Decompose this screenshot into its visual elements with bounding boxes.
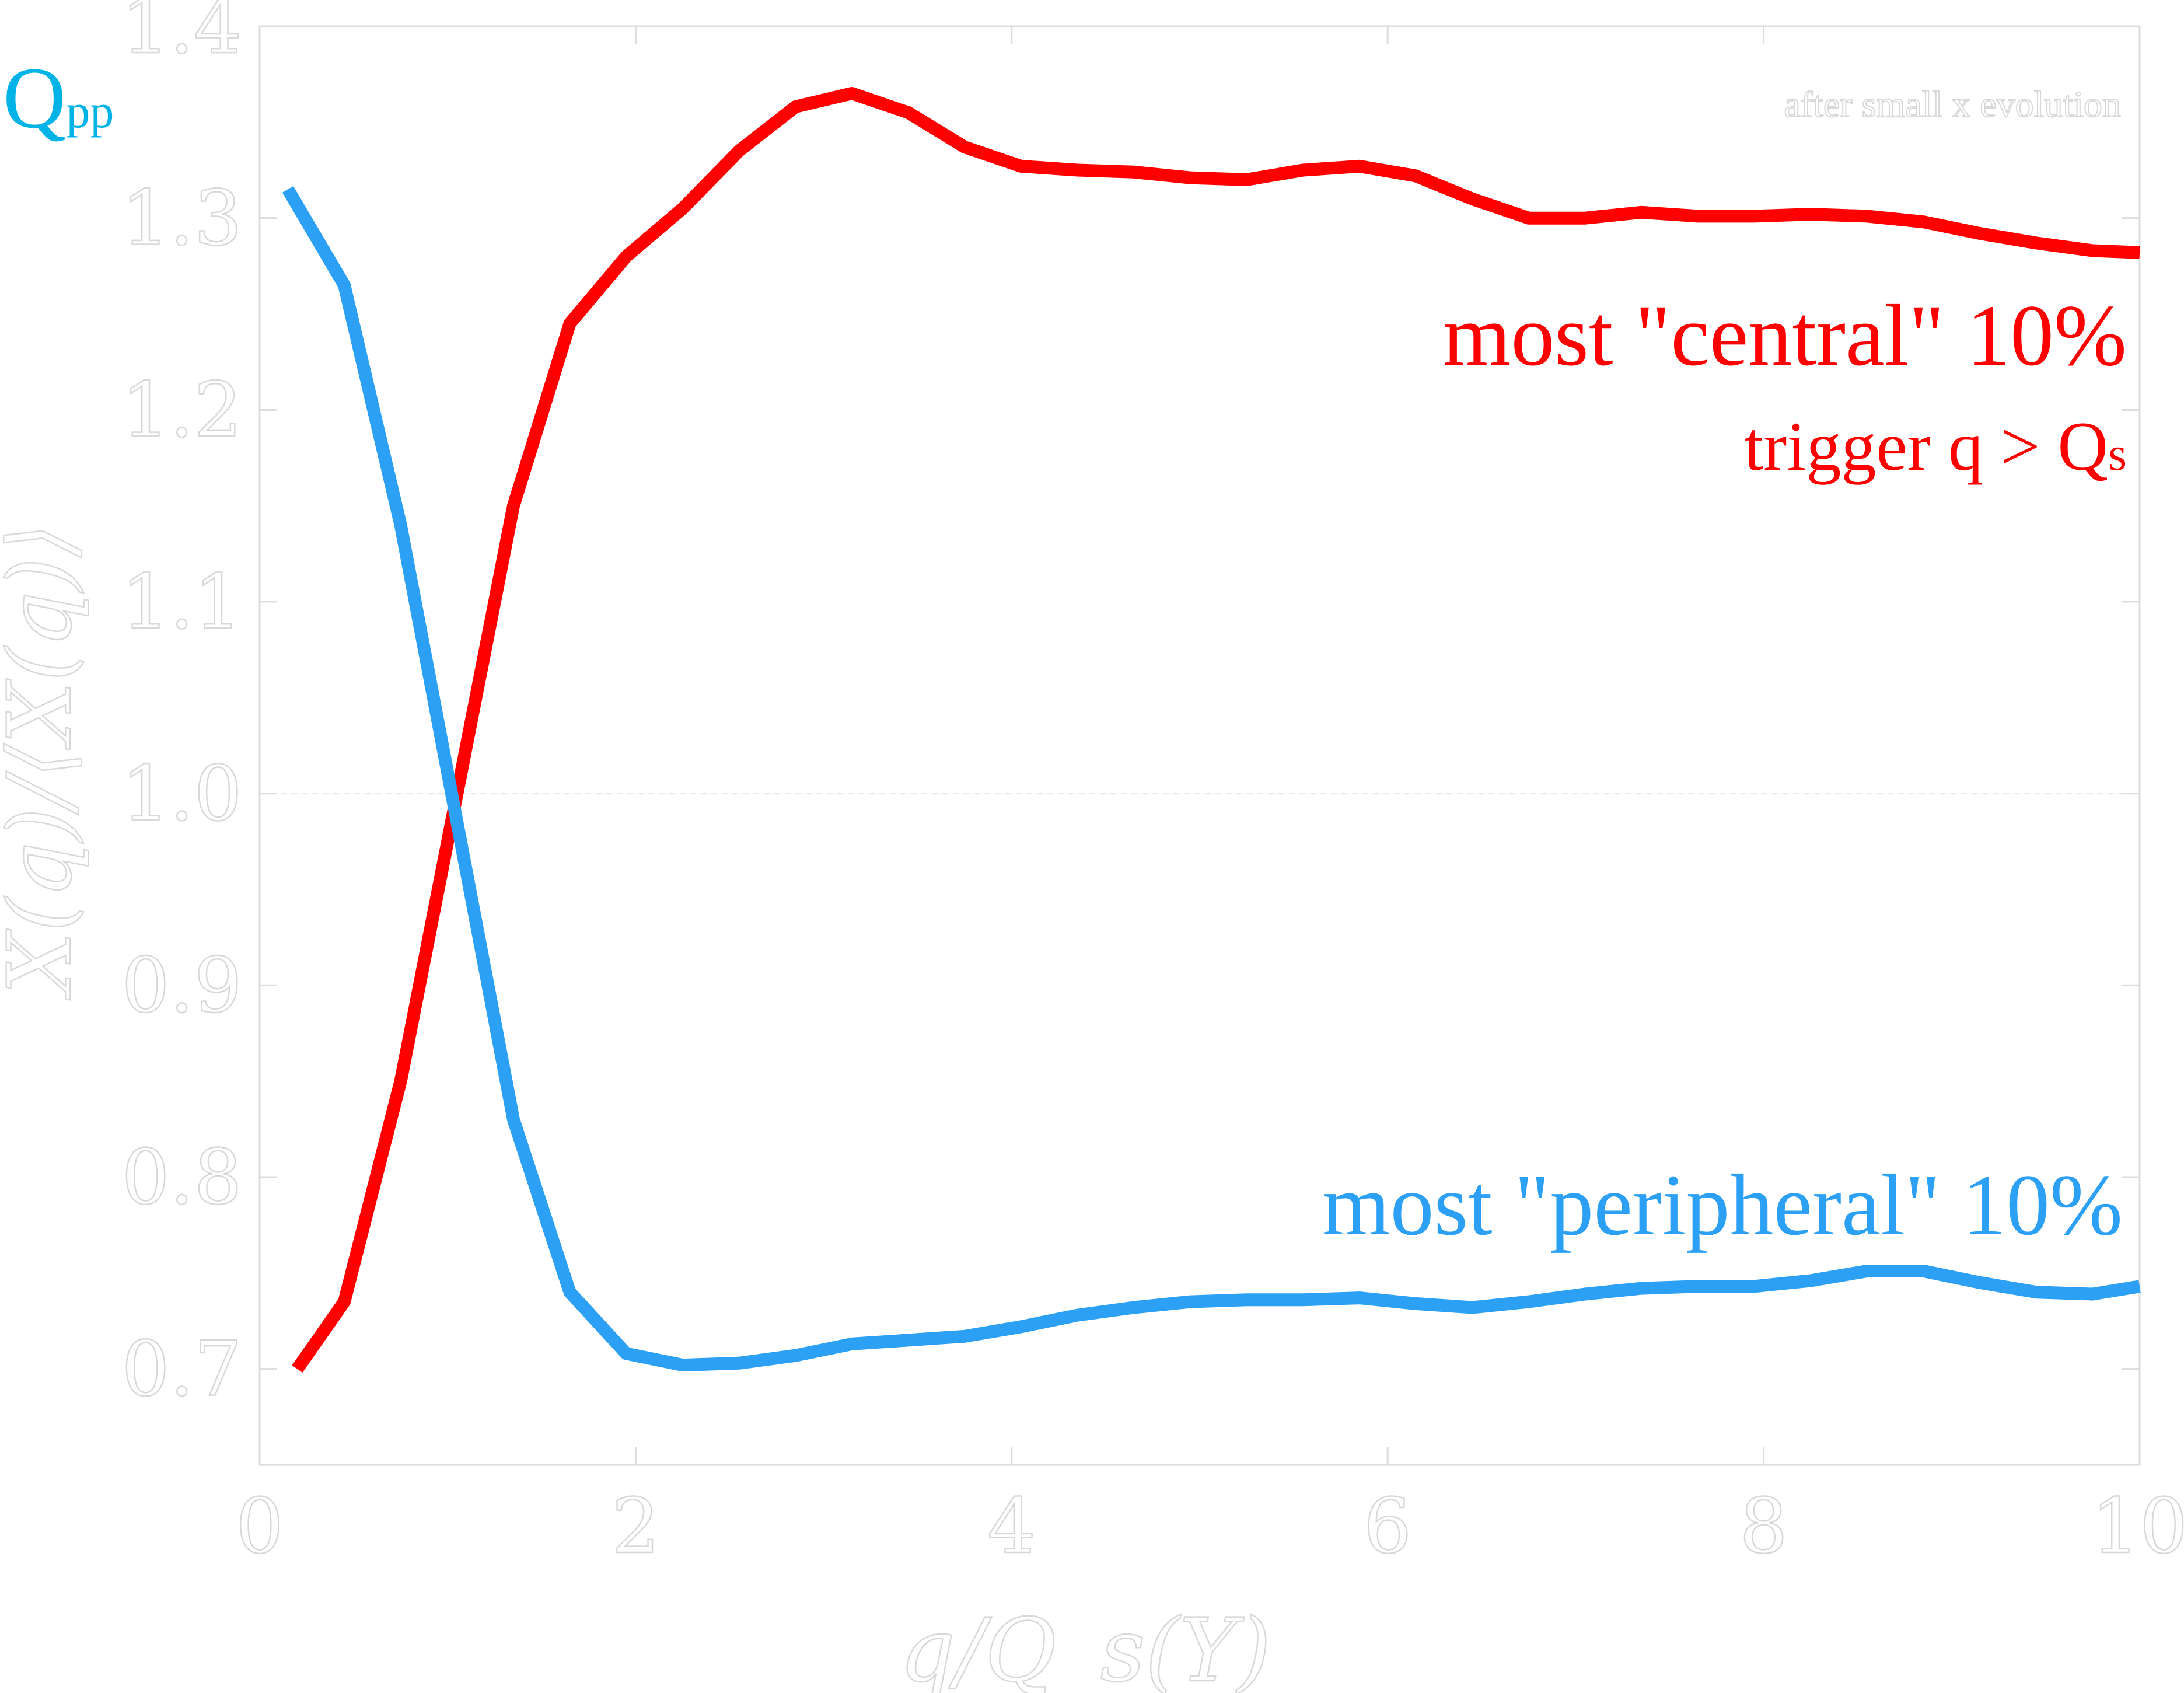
y-tick-label: 1.0 <box>121 749 242 838</box>
plot-border <box>258 25 2141 1466</box>
corner-label: Qpp <box>3 50 114 146</box>
y-axis-ticks: 0.7 0.8 0.9 1.0 1.1 1.2 1.3 1.4 <box>121 0 2140 1414</box>
corner-label-sub: pp <box>66 85 114 138</box>
x-tick-label: 0 <box>236 1482 284 1570</box>
x-tick-label: 8 <box>1739 1482 1788 1570</box>
y-axis-label: X(q)/⟨X(q)⟩ <box>0 523 91 1000</box>
central-series-line <box>292 87 2140 1373</box>
y-tick-label: 0.7 <box>121 1325 242 1413</box>
central-trigger-label-main: trigger q > Q <box>1744 407 2108 485</box>
peripheral-series-label: most "peripheral" 10% <box>1322 1157 2123 1254</box>
plot-frame <box>258 25 2141 1466</box>
x-tick-label: 10 <box>2091 1482 2184 1570</box>
x-tick-label: 2 <box>611 1482 660 1570</box>
x-tick-label: 4 <box>987 1482 1036 1570</box>
corner-label-main: Q <box>3 50 66 146</box>
x-axis-ticks: 0 2 4 6 8 10 <box>235 26 2184 1571</box>
x-tick-label: 6 <box>1364 1482 1412 1570</box>
central-series-label: most "central" 10% <box>1443 287 2127 384</box>
central-trigger-label-sub: s <box>2108 427 2127 480</box>
y-tick-label: 0.9 <box>121 941 242 1029</box>
evolution-note: after small x evolution <box>1784 83 2121 125</box>
peripheral-series-line <box>282 186 2141 1372</box>
y-tick-label: 1.1 <box>121 557 242 646</box>
x-axis-label: q/Q_s(Y) <box>899 1600 1271 1693</box>
y-tick-label: 0.8 <box>121 1133 242 1221</box>
central-trigger-label: trigger q > Qs <box>1744 407 2127 485</box>
y-tick-label: 1.2 <box>121 365 242 454</box>
y-tick-label: 1.4 <box>121 0 242 71</box>
y-tick-label: 1.3 <box>121 174 242 263</box>
series-group <box>282 87 2141 1373</box>
